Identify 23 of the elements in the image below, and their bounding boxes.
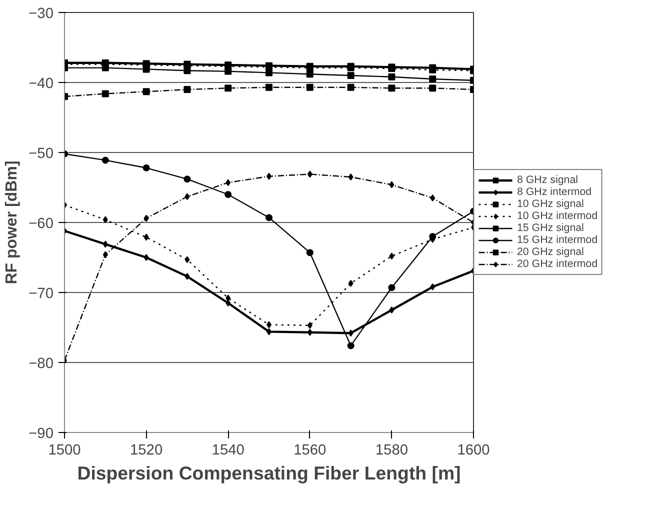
y-tick-label: −30: [28, 6, 54, 22]
x-tick-label: 1580: [375, 442, 408, 458]
legend-label: 15 GHz intermod: [516, 234, 598, 246]
x-tick-label: 1500: [48, 442, 81, 458]
legend-label: 8 GHz signal: [516, 174, 578, 186]
x-tick-label: 1560: [294, 442, 326, 458]
y-tick-label: −50: [28, 146, 54, 162]
x-tick-label: 1520: [130, 442, 163, 458]
y-tick-label: −60: [28, 216, 54, 232]
y-tick-label: −80: [28, 356, 54, 372]
legend-label: 10 GHz intermod: [516, 210, 598, 222]
legend-label: 15 GHz signal: [516, 222, 584, 234]
legend-label: 20 GHz signal: [516, 246, 584, 258]
x-tick-label: 1540: [212, 442, 244, 458]
legend-label: 8 GHz intermod: [516, 186, 592, 198]
y-axis-title: RF power [dBm]: [4, 160, 21, 284]
y-tick-label: −90: [28, 426, 54, 442]
y-tick-label: −70: [28, 286, 54, 302]
x-tick-label: 1600: [457, 442, 490, 458]
x-axis-title: Dispersion Compensating Fiber Length [m]: [77, 462, 461, 484]
legend-label: 10 GHz signal: [516, 198, 584, 210]
legend-label: 20 GHz intermod: [516, 258, 598, 270]
y-tick-label: −40: [28, 76, 54, 92]
